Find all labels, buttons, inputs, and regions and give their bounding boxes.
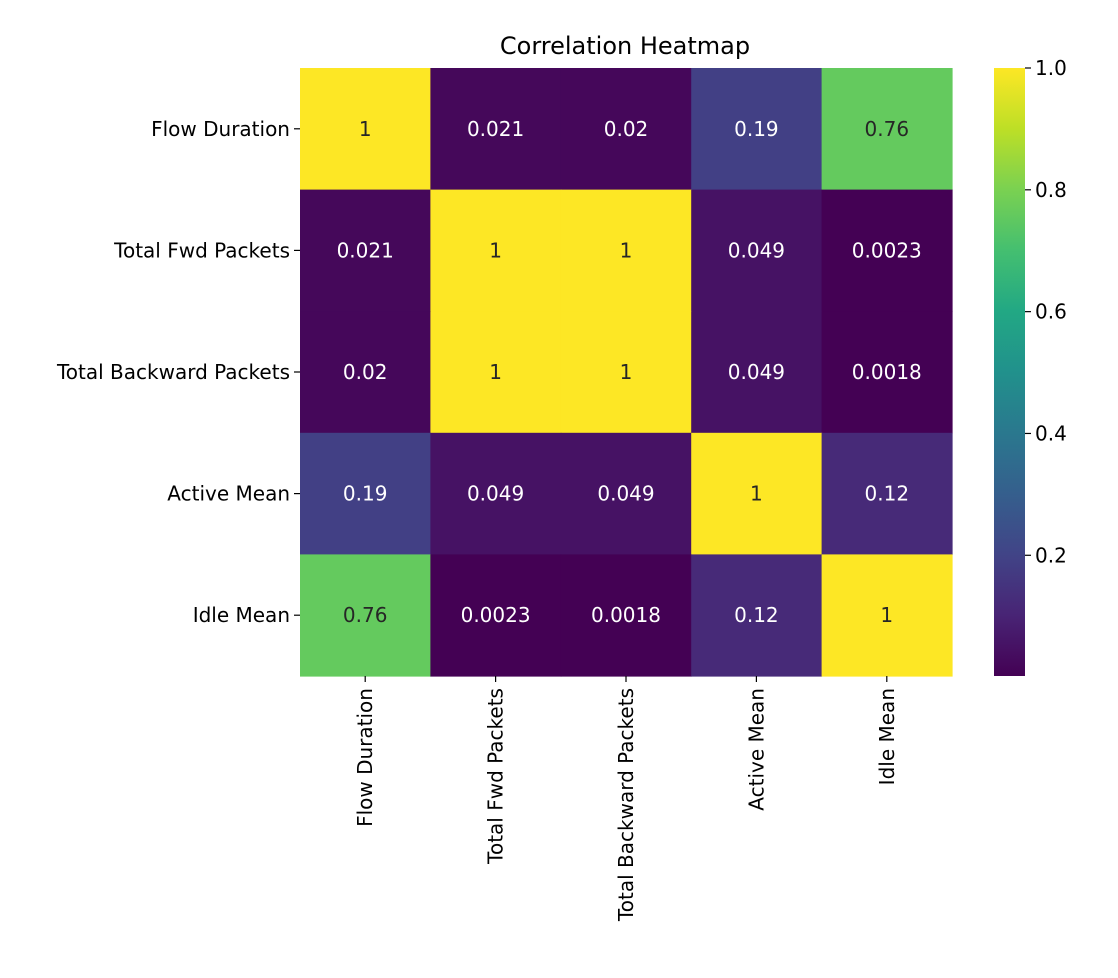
- heatmap-cell-r3-c2: [560, 432, 692, 555]
- heatmap-cell-r1-c3: [691, 189, 823, 312]
- x-axis: Flow Duration Total Fwd Packets Total Back…: [353, 676, 899, 922]
- heatmap-cell-r3-c3: [691, 432, 823, 555]
- y-tick-label: Flow Duration: [151, 117, 290, 141]
- colorbar-tick-label: 0.4: [1035, 421, 1067, 445]
- heatmap-cell-r0-c3: [691, 68, 823, 191]
- cell-value-label: 1: [489, 238, 502, 262]
- heatmap-cell-r3-c1: [430, 432, 562, 555]
- heatmap-cell-r0-c2: [560, 68, 692, 191]
- cell-value-label: 0.049: [597, 482, 654, 506]
- heatmap-cell-r0-c0: [300, 68, 431, 191]
- y-tick-label: Total Backward Packets: [56, 360, 290, 384]
- cell-value-label: 1: [489, 360, 502, 384]
- heatmap-cell-r1-c2: [560, 189, 692, 312]
- colorbar-gradient: [994, 68, 1025, 676]
- heatmap-cell-labels: 1 0.021 0.02 0.19 0.760.021 1 1 0.049 0.00230.02…: [337, 117, 922, 627]
- heatmap-cell-r3-c4: [821, 432, 953, 555]
- x-tick-label: Idle Mean: [875, 688, 899, 785]
- cell-value-label: 0.76: [865, 117, 910, 141]
- chart-title: Correlation Heatmap: [500, 32, 750, 60]
- cell-value-label: 0.049: [728, 360, 785, 384]
- x-tick-label: Flow Duration: [353, 688, 377, 827]
- y-tick-label: Total Fwd Packets: [113, 238, 290, 262]
- heatmap-cell-r4-c4: [821, 554, 953, 677]
- heatmap-cell-r2-c0: [300, 311, 431, 434]
- heatmap-cell-r4-c3: [691, 554, 823, 677]
- heatmap-cell-r4-c1: [430, 554, 562, 677]
- cell-value-label: 1: [750, 482, 763, 506]
- heatmap-cell-r2-c2: [560, 311, 692, 434]
- heatmap-cells: [300, 68, 953, 677]
- heatmap-cell-r1-c4: [821, 189, 953, 312]
- cell-value-label: 0.02: [343, 360, 388, 384]
- x-tick-label: Total Fwd Packets: [484, 688, 508, 865]
- cell-value-label: 1: [620, 238, 633, 262]
- colorbar-tick-label: 0.8: [1035, 178, 1067, 202]
- cell-value-label: 0.049: [728, 238, 785, 262]
- heatmap-cell-r0-c1: [430, 68, 562, 191]
- cell-value-label: 1: [620, 360, 633, 384]
- x-tick-label: Active Mean: [744, 688, 768, 811]
- cell-value-label: 0.021: [337, 238, 394, 262]
- heatmap-cell-r4-c0: [300, 554, 431, 677]
- colorbar-tick-label: 0.6: [1035, 300, 1067, 324]
- cell-value-label: 0.0023: [852, 238, 922, 262]
- cell-value-label: 0.049: [467, 482, 524, 506]
- y-axis: Flow Duration Total Fwd Packets Total Back…: [56, 117, 300, 627]
- heatmap-cell-r1-c1: [430, 189, 562, 312]
- colorbar-tick-label: 1.0: [1035, 56, 1067, 80]
- cell-value-label: 0.0018: [591, 603, 661, 627]
- cell-value-label: 0.02: [604, 117, 649, 141]
- heatmap-cell-r1-c0: [300, 189, 431, 312]
- cell-value-label: 1: [359, 117, 372, 141]
- cell-value-label: 0.12: [865, 482, 910, 506]
- y-tick-label: Idle Mean: [193, 603, 290, 627]
- y-tick-label: Active Mean: [167, 482, 290, 506]
- cell-value-label: 0.76: [343, 603, 388, 627]
- heatmap-cell-r4-c2: [560, 554, 692, 677]
- cell-value-label: 0.021: [467, 117, 524, 141]
- colorbar: 0.2 0.4 0.6 0.8 1.0: [994, 56, 1067, 676]
- heatmap-cell-r2-c1: [430, 311, 562, 434]
- heatmap-cell-r2-c3: [691, 311, 823, 434]
- cell-value-label: 0.0023: [461, 603, 531, 627]
- cell-value-label: 0.0018: [852, 360, 922, 384]
- heatmap-cell-r0-c4: [821, 68, 953, 191]
- cell-value-label: 0.19: [734, 117, 779, 141]
- heatmap-cell-r3-c0: [300, 432, 431, 555]
- cell-value-label: 1: [880, 603, 893, 627]
- cell-value-label: 0.19: [343, 482, 388, 506]
- heatmap-cell-r2-c4: [821, 311, 953, 434]
- x-tick-label: Total Backward Packets: [614, 688, 638, 922]
- colorbar-tick-label: 0.2: [1035, 543, 1067, 567]
- cell-value-label: 0.12: [734, 603, 779, 627]
